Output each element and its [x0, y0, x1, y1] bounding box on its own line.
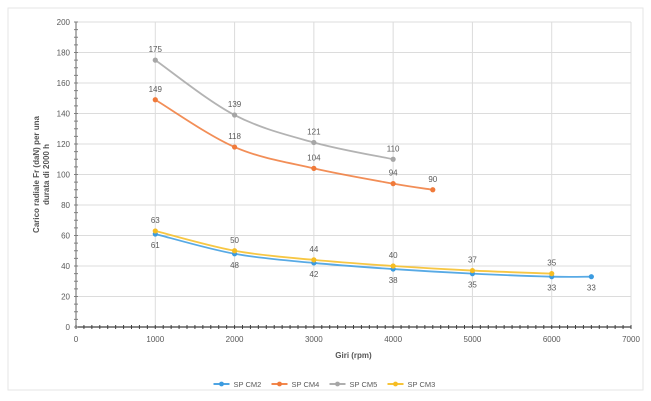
data-label-sp-cm3: 35 [547, 259, 556, 268]
data-label-sp-cm3: 63 [151, 216, 160, 225]
legend-swatch-marker [277, 381, 282, 387]
data-point-sp-cm4 [390, 181, 396, 187]
data-label-sp-cm4: 149 [149, 85, 163, 94]
y-tick-label: 140 [57, 110, 71, 119]
y-tick-label: 180 [57, 49, 71, 58]
y-tick-label: 40 [61, 262, 70, 271]
data-label-sp-cm4: 104 [307, 153, 321, 162]
data-label-sp-cm5: 121 [307, 127, 321, 136]
legend-label: SP CM3 [408, 380, 436, 389]
data-label-sp-cm2: 48 [230, 261, 239, 270]
gridlines [76, 21, 632, 327]
data-label-sp-cm5: 139 [228, 100, 242, 109]
x-tick-label: 0 [74, 335, 79, 344]
data-point-sp-cm5 [390, 156, 396, 162]
x-tick-label: 4000 [384, 335, 402, 344]
data-point-sp-cm4 [430, 187, 436, 193]
y-tick-label: 100 [57, 171, 71, 180]
data-point-sp-cm3 [152, 228, 158, 234]
data-point-sp-cm3 [390, 263, 396, 269]
x-axis-title: Giri (rpm) [335, 351, 372, 360]
data-point-sp-cm3 [549, 271, 555, 277]
data-labels: 61 48 42 38 35 33 33 149 118 104 94 90 175 139 121 110 6… [149, 45, 597, 293]
data-label-sp-cm2: 33 [547, 284, 556, 293]
data-point-sp-cm3 [231, 248, 238, 254]
x-tick-label: 1000 [146, 335, 164, 344]
y-tick-label: 80 [61, 201, 70, 210]
data-label-sp-cm3: 40 [389, 251, 398, 260]
series-line-sp-cm5 [154, 59, 394, 161]
legend-swatch-marker [219, 381, 224, 387]
legend-swatch-marker [335, 381, 340, 387]
series-line-sp-cm4 [154, 99, 433, 191]
series-line-sp-cm3 [155, 230, 552, 275]
data-label-sp-cm4: 94 [389, 169, 398, 178]
data-point-sp-cm5 [152, 57, 158, 63]
data-point-sp-cm5 [231, 112, 238, 118]
data-label-sp-cm4: 90 [428, 175, 437, 184]
series-lines [152, 57, 594, 280]
data-label-sp-cm3: 37 [468, 256, 477, 265]
x-tick-label: 2000 [226, 335, 244, 344]
data-point-sp-cm5 [311, 139, 317, 146]
data-label-sp-cm3: 50 [230, 236, 239, 245]
data-label-sp-cm3: 44 [309, 245, 318, 254]
legend-label: SP CM4 [292, 380, 320, 389]
y-tick-label: 0 [66, 323, 71, 332]
legend-label: SP CM5 [350, 380, 378, 389]
data-point-sp-cm4 [231, 144, 238, 150]
y-tick-label: 120 [57, 140, 71, 149]
data-label-sp-cm4: 118 [228, 132, 241, 141]
data-point-sp-cm2 [588, 274, 594, 280]
x-tick-label: 5000 [464, 335, 482, 344]
data-label-sp-cm5: 175 [149, 45, 163, 54]
data-label-sp-cm5: 110 [387, 144, 400, 153]
legend: SP CM2 SP CM4 SP CM5 SP CM3 [213, 380, 436, 389]
data-label-sp-cm2: 61 [151, 241, 160, 250]
y-tick-label: 60 [61, 232, 70, 241]
data-point-sp-cm4 [152, 97, 158, 103]
data-label-sp-cm2: 38 [389, 276, 398, 285]
chart-frame [7, 7, 644, 391]
data-point-sp-cm3 [311, 257, 317, 263]
data-point-sp-cm3 [469, 267, 476, 274]
x-tick-label: 6000 [543, 335, 561, 344]
legend-label: SP CM2 [234, 380, 262, 389]
data-label-sp-cm2: 35 [468, 281, 477, 290]
data-point-sp-cm4 [311, 165, 317, 171]
y-axis-title-line-2: durata di 2000 h [42, 144, 51, 205]
data-label-sp-cm2: 42 [309, 270, 318, 279]
y-tick-label: 160 [57, 79, 71, 88]
y-tick-label: 20 [61, 293, 70, 302]
data-label-sp-cm2: 33 [587, 284, 596, 293]
y-axis-title-line-1: Carico radiale Fr (daN) per una [32, 115, 41, 232]
legend-swatch-marker [393, 381, 398, 387]
x-tick-label: 7000 [622, 335, 640, 344]
y-tick-label: 200 [57, 18, 71, 27]
x-tick-label: 3000 [305, 335, 323, 344]
